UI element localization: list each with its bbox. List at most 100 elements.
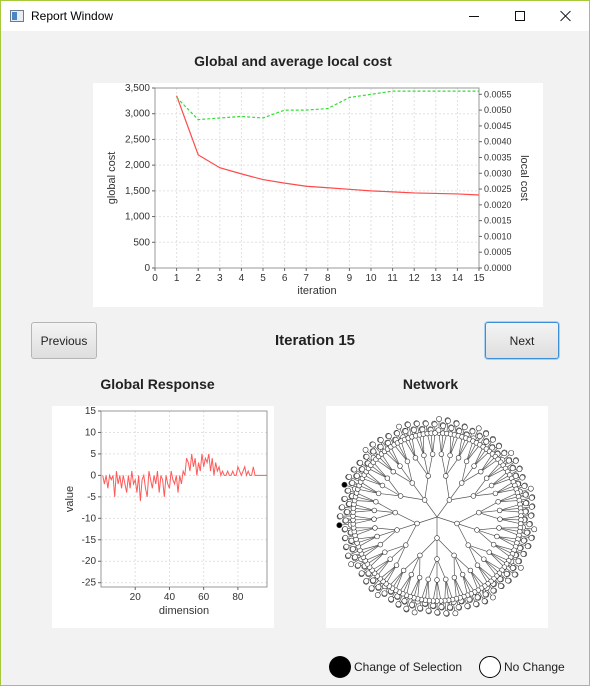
network-node <box>496 443 502 450</box>
network-edge <box>495 485 516 494</box>
network-node <box>414 420 420 427</box>
network-edge <box>489 551 509 562</box>
cost-y2-tick-label: 0.0050 <box>484 105 512 115</box>
network-edge <box>362 478 383 486</box>
network-node <box>425 607 432 614</box>
response-y-axis-label: value <box>64 486 76 512</box>
network-node <box>522 508 529 515</box>
network-edge <box>397 442 408 462</box>
network-edge <box>449 435 459 456</box>
network-edge <box>498 527 520 536</box>
network-node <box>512 473 519 480</box>
network-edge <box>393 471 413 484</box>
network-edge <box>454 577 457 599</box>
previous-button[interactable]: Previous <box>31 322 97 359</box>
cost-y-tick-label: 3,500 <box>125 83 150 94</box>
network-edge <box>473 478 487 497</box>
cost-plot-border <box>154 87 480 269</box>
network-node <box>517 564 524 571</box>
network-node <box>352 554 358 561</box>
network-edge <box>387 448 401 467</box>
network-edge <box>499 518 521 521</box>
cost-y-tick-label: 500 <box>133 237 150 248</box>
network-edge <box>499 510 521 513</box>
network-node <box>342 534 349 541</box>
network-edge <box>355 536 378 540</box>
close-button[interactable] <box>543 1 589 31</box>
maximize-button[interactable] <box>497 1 543 31</box>
network-node <box>345 552 352 559</box>
network-edge <box>468 544 490 553</box>
network-node <box>403 605 410 612</box>
network-edge <box>499 515 522 520</box>
network-edge <box>400 495 425 501</box>
network-node <box>392 509 398 516</box>
network-edge <box>365 551 385 562</box>
network-node <box>425 473 431 479</box>
network-edge <box>380 529 398 545</box>
network-edge <box>371 558 391 571</box>
network-node <box>505 457 512 464</box>
network-node <box>400 567 407 574</box>
network-edge <box>477 564 495 580</box>
network-node <box>443 610 450 617</box>
network-node <box>474 562 481 568</box>
network-edge <box>385 565 397 584</box>
network-node <box>445 418 451 424</box>
network-edge <box>491 478 512 486</box>
network-edge <box>358 485 379 494</box>
network-node <box>490 541 497 548</box>
cost-y2-axis-label: local cost <box>518 155 530 201</box>
network-node <box>417 552 423 559</box>
close-icon <box>560 10 572 22</box>
network-node <box>465 542 471 548</box>
network-edge <box>424 475 429 501</box>
response-chart-heading: Global Response <box>100 376 215 392</box>
title-bar: Report Window <box>1 1 589 31</box>
network-node-changed <box>336 522 343 529</box>
network-edge <box>396 544 407 566</box>
network-edge <box>491 474 510 486</box>
network-edge <box>423 434 425 456</box>
network-edge <box>480 456 496 472</box>
maximize-icon <box>515 11 525 21</box>
network-edge <box>376 558 391 577</box>
network-node <box>349 546 356 552</box>
network-edge <box>470 570 482 589</box>
network-edge <box>399 465 413 484</box>
network-edge <box>417 577 420 599</box>
network-node <box>438 603 445 610</box>
network-edge <box>378 456 394 472</box>
next-button[interactable]: Next <box>485 322 559 359</box>
network-node <box>411 427 417 433</box>
network-node <box>341 495 348 502</box>
network-edge <box>375 459 394 472</box>
network-node <box>349 480 356 486</box>
minimize-button[interactable] <box>451 1 497 31</box>
cost-x-tick-label: 2 <box>195 273 201 284</box>
cost-x-tick-label: 12 <box>409 273 421 284</box>
network-node <box>342 517 349 524</box>
network-node <box>375 584 382 591</box>
network-edge <box>480 453 493 472</box>
network-node <box>396 423 402 430</box>
network-node <box>495 499 501 505</box>
cost-y-tick-label: 1,000 <box>125 212 150 223</box>
network-edge <box>421 579 429 600</box>
network-node <box>459 571 466 578</box>
network-edge <box>467 544 485 560</box>
network-edge <box>407 461 413 484</box>
cost-x-tick-label: 0 <box>152 273 158 284</box>
network-edge <box>476 529 498 537</box>
network-edge <box>358 536 378 547</box>
network-node <box>497 576 504 583</box>
network-edge <box>461 471 481 484</box>
network-edge <box>404 439 416 458</box>
network-edge <box>379 564 397 580</box>
response-x-axis-label: dimension <box>159 605 209 617</box>
cost-x-tick-label: 6 <box>282 273 288 284</box>
response-x-tick-label: 80 <box>232 592 244 603</box>
network-node <box>357 459 364 466</box>
network-node <box>478 468 484 475</box>
